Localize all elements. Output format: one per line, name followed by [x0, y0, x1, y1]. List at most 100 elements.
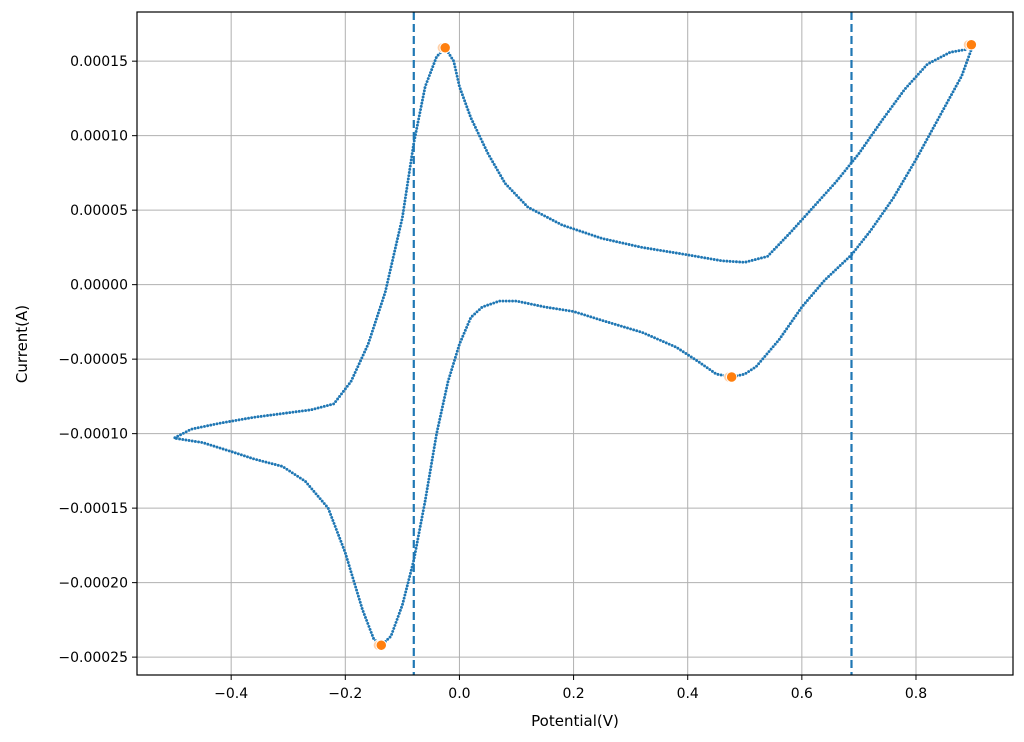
curve-point	[425, 487, 429, 491]
curve-point	[301, 478, 305, 482]
curve-point	[928, 132, 932, 136]
curve-point	[349, 570, 353, 574]
x-axis-label: Potential(V)	[531, 712, 619, 730]
curve-point	[526, 205, 530, 209]
curve-point	[908, 82, 912, 86]
curve-point	[310, 408, 314, 412]
curve-point	[684, 253, 688, 256]
curve-point	[187, 428, 191, 432]
curve-point	[545, 215, 549, 219]
curve-point	[763, 354, 767, 358]
curve-point	[936, 118, 940, 122]
curve-point	[640, 245, 644, 249]
curve-point	[438, 414, 442, 418]
curve-point	[649, 247, 653, 251]
curve-point	[422, 92, 426, 96]
curve-point	[957, 79, 961, 82]
curve-point	[893, 193, 897, 197]
curve-point	[705, 366, 709, 370]
curve-point	[420, 98, 424, 102]
peak-marker	[439, 42, 451, 54]
curve-point	[920, 146, 924, 150]
curve-point	[900, 182, 904, 186]
curve-point	[653, 336, 656, 340]
curve-point	[414, 130, 418, 133]
curve-point	[411, 562, 415, 566]
curve-point	[410, 565, 414, 569]
curve-point	[925, 138, 929, 141]
curve-point	[395, 240, 399, 244]
curve-point	[486, 303, 490, 307]
curve-point	[533, 303, 537, 307]
curve-point	[638, 330, 642, 334]
curve-point	[389, 265, 393, 269]
curve-point	[517, 196, 521, 200]
curve-point	[401, 215, 404, 219]
curve-point	[332, 521, 336, 525]
curve-point	[209, 443, 213, 447]
curve-point	[930, 129, 933, 133]
curve-point	[228, 420, 232, 423]
curve-point	[415, 543, 419, 547]
curve-point	[349, 379, 353, 383]
curve-point	[557, 221, 561, 225]
curve-point	[755, 364, 759, 368]
curve-point	[453, 358, 456, 362]
curve-point	[945, 52, 949, 56]
curve-point	[959, 76, 963, 80]
curve-point	[679, 348, 682, 352]
curve-point	[423, 86, 427, 90]
curve-point	[483, 304, 487, 308]
curve-point	[809, 207, 813, 211]
curve-point	[725, 259, 729, 263]
curve-point	[760, 256, 763, 260]
curve-point	[328, 510, 331, 513]
curve-point	[441, 402, 445, 406]
curve-point	[747, 259, 751, 263]
curve-point	[416, 120, 420, 124]
curve-point	[820, 196, 824, 200]
curve-point	[771, 345, 775, 349]
curve-point	[558, 307, 562, 311]
curve-point	[350, 573, 354, 577]
y-tick-label: −0.00015	[58, 501, 128, 517]
curve-point	[824, 277, 828, 281]
curve-point	[792, 316, 796, 320]
curve-point	[914, 75, 918, 78]
curve-point	[501, 299, 505, 303]
curve-point	[339, 539, 343, 543]
curve-point	[534, 209, 538, 213]
curve-point	[873, 222, 877, 226]
curve-point	[352, 579, 356, 583]
curve-point	[365, 618, 369, 622]
curve-point	[583, 313, 587, 317]
curve-point	[377, 308, 381, 312]
curve-point	[870, 227, 873, 231]
curve-point	[406, 177, 410, 181]
curve-point	[360, 607, 364, 610]
curve-point	[497, 171, 501, 175]
curve-point	[402, 209, 405, 212]
curve-point	[641, 331, 645, 335]
curve-point	[366, 341, 370, 345]
curve-point	[351, 576, 355, 580]
curve-point	[304, 409, 308, 412]
curve-point	[218, 421, 222, 425]
curve-point	[962, 67, 966, 71]
curve-point	[424, 493, 428, 497]
curve-point	[790, 229, 794, 233]
curve-point	[661, 340, 665, 344]
curve-point	[845, 166, 849, 170]
curve-point	[255, 458, 259, 462]
curve-point	[436, 427, 440, 431]
curve-point	[868, 136, 872, 140]
curve-point	[415, 126, 419, 130]
curve-point	[384, 287, 388, 290]
curve-point	[477, 308, 481, 312]
curve-point	[388, 271, 392, 275]
curve-point	[851, 159, 855, 163]
curve-point	[822, 193, 826, 197]
curve-point	[242, 454, 246, 458]
curve-point	[916, 154, 920, 158]
